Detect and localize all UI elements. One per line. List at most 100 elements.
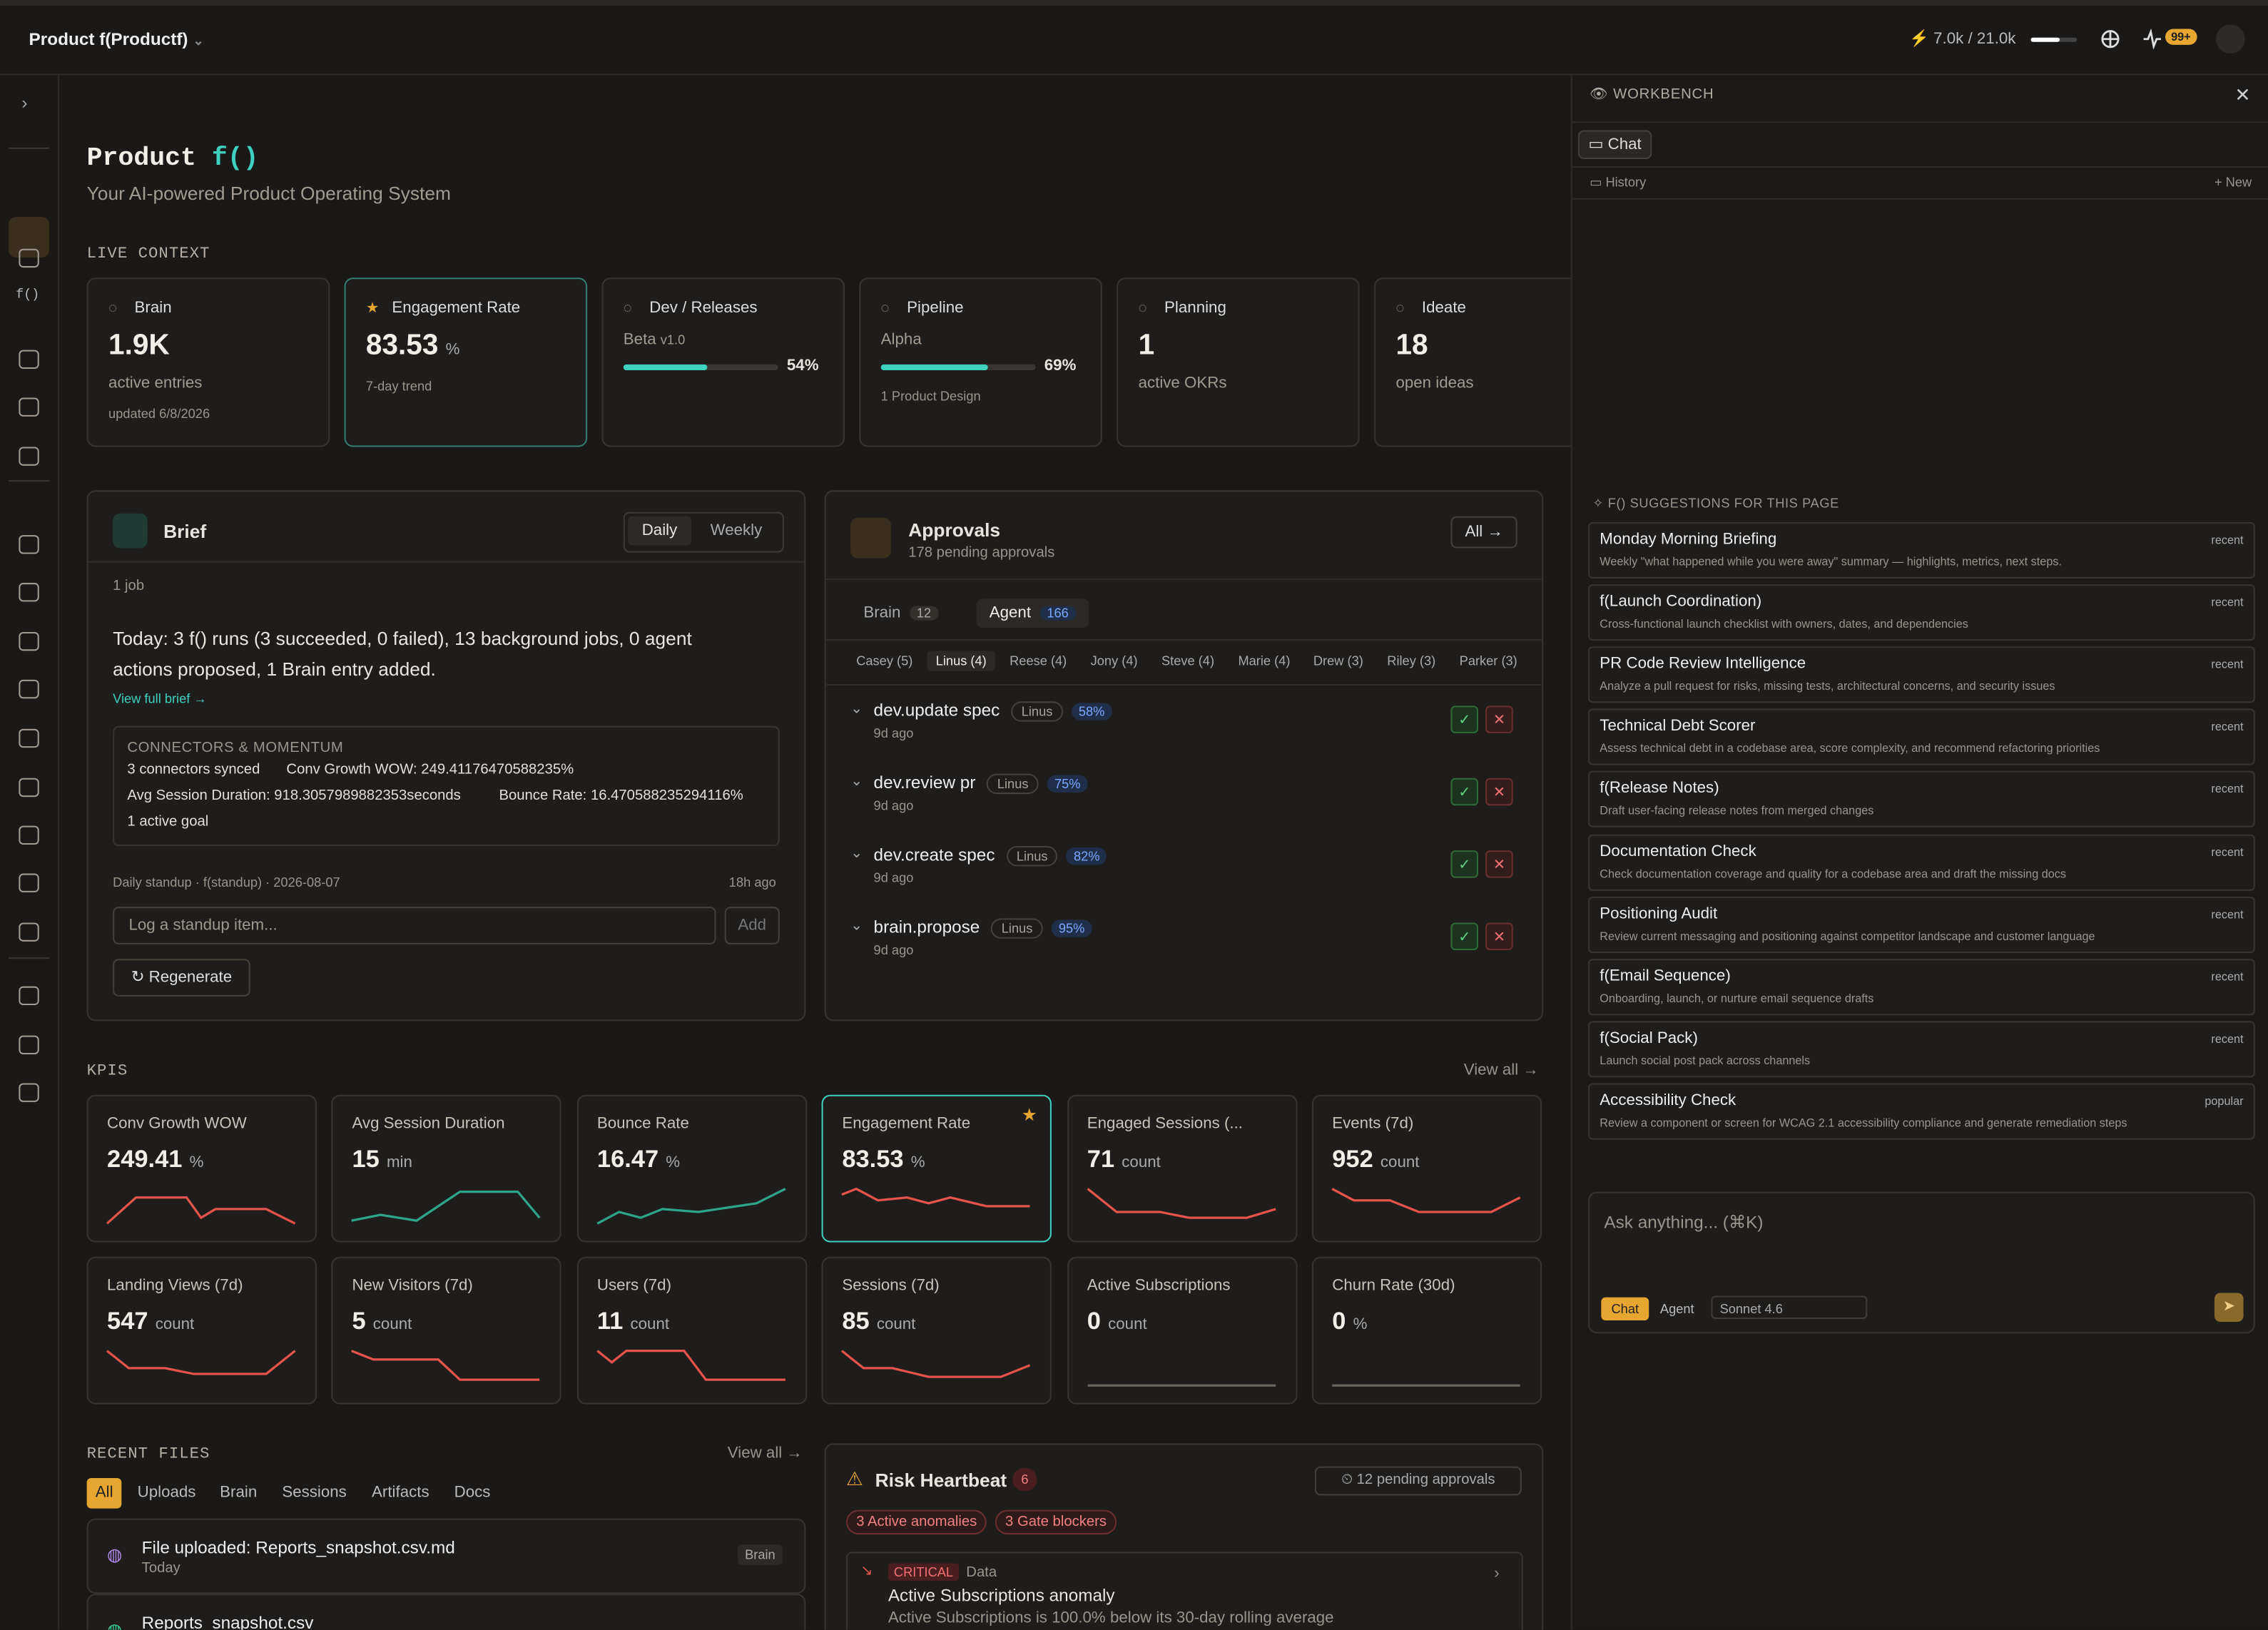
nav-icon[interactable] (19, 728, 39, 748)
history[interactable]: ▭ History (1590, 175, 1647, 190)
tab-weekly[interactable]: Weekly (710, 521, 763, 540)
globe-icon[interactable] (2100, 29, 2120, 49)
reject[interactable]: ✕ (1485, 850, 1513, 878)
expand[interactable]: › (21, 92, 28, 113)
kpi-card[interactable]: New Visitors (7d) 5 count (332, 1256, 562, 1405)
nav-icon[interactable] (19, 350, 39, 369)
file-tab[interactable]: Sessions (282, 1484, 347, 1502)
suggestion[interactable]: Technical Debt Scorer Assess technical de… (1588, 709, 2255, 766)
person-tab[interactable]: Marie (4) (1238, 653, 1291, 668)
file-tab[interactable]: Uploads (137, 1484, 196, 1502)
suggestion[interactable]: f(Release Notes) Draft user-facing releas… (1588, 771, 2255, 828)
reject[interactable]: ✕ (1485, 706, 1513, 733)
approve[interactable]: ✓ (1450, 778, 1479, 806)
suggestion[interactable]: f(Social Pack) Launch social post pack ac… (1588, 1020, 2255, 1078)
nav-icon[interactable] (19, 986, 39, 1006)
person-tab[interactable]: Steve (4) (1161, 653, 1215, 668)
mode-chat[interactable]: Chat (1601, 1297, 1649, 1321)
brief-link[interactable]: View full brief → (113, 691, 207, 706)
kpi-card[interactable]: Users (7d) 11 count (576, 1256, 807, 1405)
kpi-card[interactable]: Engaged Sessions (... 71 count (1067, 1094, 1297, 1243)
suggestion[interactable]: Positioning Audit Review current messagin… (1588, 896, 2255, 953)
suggestion[interactable]: f(Email Sequence) Onboarding, launch, or … (1588, 958, 2255, 1015)
add-button[interactable]: Add (724, 907, 780, 944)
kpi-card[interactable]: Conv Growth WOW 249.41% (86, 1094, 317, 1243)
approval-tab[interactable]: Agent 166 (976, 598, 1089, 628)
suggestion[interactable]: Monday Morning Briefing Weekly "what happ… (1588, 521, 2255, 579)
avatar[interactable] (2215, 24, 2245, 54)
regenerate-button[interactable]: ↻ Regenerate (113, 959, 250, 997)
file-tab[interactable]: Artifacts (372, 1484, 429, 1502)
file-tab[interactable]: Brain (220, 1484, 258, 1502)
send[interactable]: ➤ (2214, 1293, 2244, 1323)
person-tab[interactable]: Riley (3) (1387, 653, 1436, 668)
approve[interactable]: ✓ (1450, 706, 1479, 733)
context-card[interactable]: ◌ Planning 1 active OKRs (1117, 277, 1360, 447)
approve[interactable]: ✓ (1450, 850, 1479, 878)
risk-item[interactable]: ↘ CRITICAL Data Active Subscriptions ano… (846, 1552, 1523, 1630)
nav-icon[interactable] (19, 1083, 39, 1102)
tab-daily[interactable]: Daily (627, 516, 692, 546)
reject[interactable]: ✕ (1485, 922, 1513, 951)
nav-icon[interactable] (19, 583, 39, 602)
nav-icon[interactable] (19, 873, 39, 892)
person-tab[interactable]: Parker (3) (1459, 653, 1517, 668)
pending-button[interactable]: ⏲ 12 pending approvals (1314, 1466, 1522, 1496)
kpi-card[interactable]: Landing Views (7d) 547 count (86, 1256, 317, 1405)
suggestion[interactable]: f(Launch Coordination) Cross-functional l… (1588, 584, 2255, 641)
new[interactable]: + New (2214, 175, 2252, 190)
kpi-card[interactable]: Avg Session Duration 15 min (332, 1094, 562, 1243)
nav-icon[interactable] (19, 825, 39, 845)
file-item[interactable]: ◍ Reports_snapshot.csv (86, 1594, 806, 1630)
approval-item[interactable]: ⌄ brain.propose Linus 95% 9d ago ✓ ✕ (826, 915, 1542, 984)
nav-icon[interactable] (19, 778, 39, 798)
approval-item[interactable]: ⌄ dev.update spec Linus 58% 9d ago ✓ ✕ (826, 698, 1542, 768)
nav-icon[interactable] (19, 447, 39, 466)
approval-item[interactable]: ⌄ dev.review pr Linus 75% 9d ago ✓ ✕ (826, 771, 1542, 840)
all-button[interactable]: All → (1450, 516, 1517, 549)
nav-icon[interactable] (19, 248, 39, 268)
activity-icon[interactable] (2142, 29, 2162, 49)
person-tab[interactable]: Drew (3) (1313, 653, 1363, 668)
context-card[interactable]: ◌ Ideate 18 open ideas (1374, 277, 1571, 447)
kpi-card[interactable]: Engagement Rate ★ 83.53% (821, 1094, 1052, 1243)
context-card[interactable]: ◌ Pipeline Alpha 69% 1 Product Design (859, 277, 1102, 447)
chat-input[interactable]: Ask anything... (⌘K) Chat Agent Sonnet 4… (1588, 1191, 2255, 1334)
nav-icon[interactable] (19, 1035, 39, 1054)
kpi-view-all[interactable]: View all → (1463, 1061, 1539, 1079)
files-view-all[interactable]: View all → (727, 1445, 803, 1462)
context-card[interactable]: ◌ Brain 1.9K active entries updated 6/8/2026 (86, 277, 330, 447)
nav-icon[interactable] (19, 679, 39, 699)
product-switcher[interactable]: Product f(Productf) ⌄ (29, 29, 204, 49)
approval-item[interactable]: ⌄ dev.create spec Linus 82% 9d ago ✓ ✕ (826, 843, 1542, 912)
person-tab[interactable]: Reese (4) (1010, 653, 1067, 668)
person-tab[interactable]: Casey (5) (856, 653, 913, 668)
context-card[interactable]: ★ Engagement Rate 83.53% 7-day trend (344, 277, 588, 447)
file-tab[interactable]: All (86, 1478, 122, 1509)
kpi-card[interactable]: Churn Rate (30d) 0% (1311, 1256, 1542, 1405)
nav-fn[interactable]: f() (16, 287, 40, 302)
person-tab[interactable]: Linus (4) (927, 651, 995, 671)
reject[interactable]: ✕ (1485, 778, 1513, 806)
nav-home[interactable] (9, 217, 49, 258)
approval-tab[interactable]: Brain 12 (850, 598, 951, 628)
nav-icon[interactable] (19, 397, 39, 417)
person-tab[interactable]: Jony (4) (1090, 653, 1138, 668)
standup-input[interactable]: Log a standup item... (113, 907, 716, 944)
nav-icon[interactable] (19, 631, 39, 651)
close[interactable]: ✕ (2234, 83, 2251, 106)
suggestion[interactable]: PR Code Review Intelligence Analyze a pul… (1588, 646, 2255, 703)
kpi-card[interactable]: Sessions (7d) 85 count (821, 1256, 1052, 1405)
suggestion[interactable]: Accessibility Check Review a component or… (1588, 1083, 2255, 1140)
kpi-card[interactable]: Active Subscriptions 0 count (1067, 1256, 1297, 1405)
kpi-card[interactable]: Bounce Rate 16.47% (576, 1094, 807, 1243)
model-select[interactable]: Sonnet 4.6 (1711, 1295, 1868, 1319)
approve[interactable]: ✓ (1450, 922, 1479, 951)
nav-icon[interactable] (19, 922, 39, 942)
nav-icon[interactable] (19, 535, 39, 554)
kpi-card[interactable]: Events (7d) 952 count (1311, 1094, 1542, 1243)
mode-agent[interactable]: Agent (1659, 1301, 1694, 1316)
context-card[interactable]: ◌ Dev / Releases Beta v1.0 54% (601, 277, 845, 447)
suggestion[interactable]: Documentation Check Check documentation c… (1588, 833, 2255, 890)
file-item[interactable]: ◍ File uploaded: Reports_snapshot.csv.md T… (86, 1518, 806, 1594)
